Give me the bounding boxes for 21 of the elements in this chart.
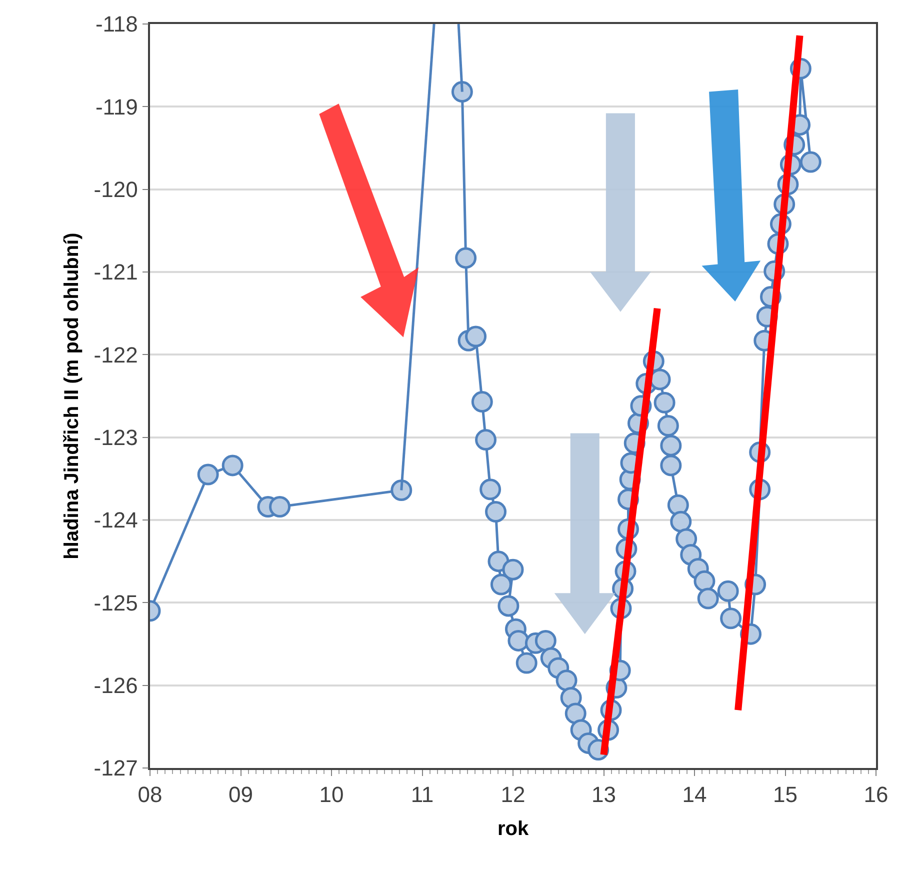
y-tick-label: -122	[94, 342, 138, 368]
x-tick-label: 14	[682, 782, 707, 808]
x-tick-label: 08	[138, 782, 162, 808]
y-tick-label: -127	[94, 756, 138, 781]
y-tick-label: -119	[95, 94, 138, 120]
x-tick-label: 16	[864, 782, 888, 808]
y-tick-label: -126	[94, 673, 138, 698]
y-tick-label: -125	[94, 590, 138, 616]
x-axis-title: rok	[497, 818, 530, 840]
x-tick-label: 10	[319, 782, 344, 808]
x-tick-label: 15	[773, 782, 798, 808]
y-tick-label: -118	[95, 12, 138, 37]
x-tick-label: 11	[410, 782, 434, 808]
x-tick-label: 13	[592, 782, 616, 808]
y-tick-label: -123	[94, 425, 138, 450]
y-tick-label: -124	[94, 508, 138, 533]
y-tick-label: -120	[94, 177, 138, 202]
x-tick-label: 09	[228, 782, 253, 808]
y-axis-title: hladina Jindřich II (m pod ohlubní)	[60, 232, 83, 560]
x-tick-label: 12	[500, 782, 526, 808]
y-tick-label: -121	[94, 260, 138, 285]
